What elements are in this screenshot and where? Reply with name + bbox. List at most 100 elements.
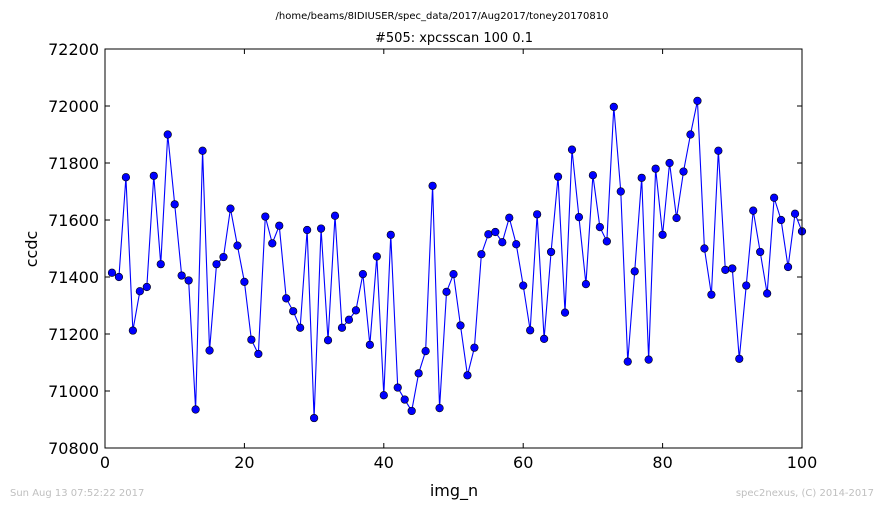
data-point [505,213,514,222]
y-tick-label: 71400 [48,268,99,287]
data-point [609,102,618,111]
data-point [616,187,625,196]
data-point [742,281,751,290]
data-point [728,264,737,273]
data-point [665,158,674,168]
y-tick-label: 71000 [48,382,99,401]
data-point [156,260,165,269]
data-point [672,213,681,223]
data-point [107,268,117,277]
data-point [407,406,416,416]
data-point [212,260,221,269]
data-point [714,146,723,155]
data-point [414,369,423,378]
data-point [233,241,242,250]
data-point [219,252,228,262]
data-point [763,289,772,298]
data-point [316,224,326,233]
data-point [456,321,465,330]
data-point [449,270,458,279]
data-point [651,164,660,173]
data-point [783,262,793,272]
data-point [470,343,479,352]
data-point [658,230,667,239]
data-point [226,204,235,213]
data-point [491,227,500,237]
data-point [261,212,270,221]
series-line [111,100,803,419]
data-point [268,239,277,248]
data-point [121,173,131,182]
y-axis-label: ccdc [22,231,41,268]
data-point [477,250,486,259]
data-point [693,96,702,105]
data-point [776,215,786,225]
data-point [463,371,472,380]
data-point [707,290,716,299]
data-point [546,247,556,257]
data-point [344,315,354,324]
y-tick-label: 72000 [48,97,99,116]
footer-credit: spec2nexus, (C) 2014-2017 [735,488,874,499]
data-point [372,252,381,261]
x-axis-label: img_n [430,481,478,501]
data-point [721,265,730,274]
data-point [170,200,179,209]
data-point [435,404,444,413]
data-point [595,223,604,232]
data-point [686,130,695,139]
data-point [296,323,305,332]
plot-frame [104,48,803,449]
y-tick-label: 71800 [48,154,99,173]
x-tick-label: 0 [100,453,110,472]
data-point [484,230,493,239]
data-point [149,171,158,180]
data-point [135,287,144,296]
data-point [581,280,591,289]
x-tick-label: 100 [787,453,818,472]
data-point [428,181,437,190]
y-tick-label: 70800 [48,439,99,458]
data-point [498,238,507,247]
data-point [588,171,598,180]
data-point [442,287,451,296]
chart-subtitle: /home/beams/8IDIUSER/spec_data/2017/Aug2… [276,11,609,22]
data-point [184,276,193,285]
data-point [421,347,430,356]
data-point [205,346,214,355]
data-point [393,383,402,392]
x-tick-label: 60 [513,453,533,472]
data-point [533,210,542,219]
data-point [553,172,563,181]
data-point [142,282,151,292]
data-point [323,336,333,345]
data-point [310,413,319,423]
data-point [567,145,577,154]
data-point [358,270,367,279]
data-point [735,354,744,363]
data-point [790,209,800,218]
chart-title: #505: xpcsscan 100 0.1 [375,31,533,46]
data-point [379,391,388,400]
data-point [400,395,409,404]
data-point [177,271,186,280]
data-point [574,213,584,222]
data-point [337,323,347,332]
data-point [275,221,284,230]
x-tick-label: 40 [374,453,394,472]
axis-ticks: 0 20 40 60 80 100 70800 71000 71200 71400 71600 718… [48,40,817,472]
data-point [247,335,256,344]
data-series [107,96,807,423]
data-point [700,244,709,253]
data-point [254,349,263,359]
data-point [289,307,298,316]
data-point [623,357,632,366]
x-tick-label: 80 [652,453,672,472]
data-point [365,340,374,349]
data-point [560,308,570,317]
data-point [512,240,521,249]
data-point [540,334,549,343]
data-point [191,405,200,414]
footer-timestamp: Sun Aug 13 07:52:22 2017 [10,488,145,499]
